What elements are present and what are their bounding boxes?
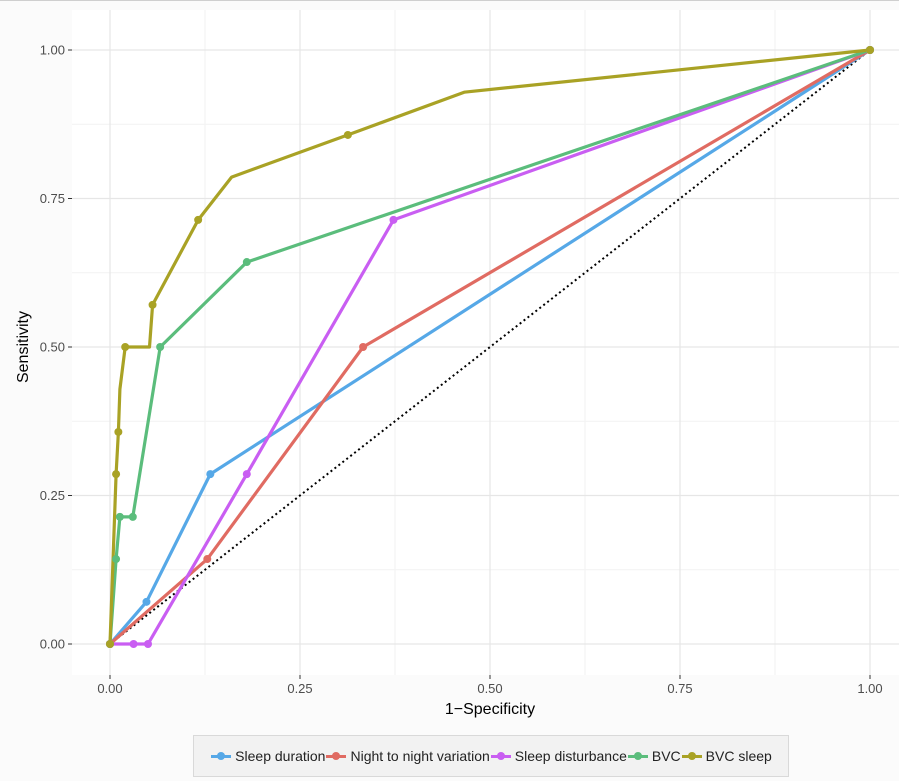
top-border	[0, 0, 899, 1]
data-point-bvc-sleep	[114, 427, 123, 436]
data-point-sleep-disturbance	[129, 640, 138, 648]
y-tick-labels: 0.00 0.25 0.50 0.75 1.00	[40, 43, 72, 652]
legend: Sleep duration Night to night variation Sl…	[193, 735, 789, 777]
x-axis-label: 1−Specificity	[445, 701, 535, 718]
reference-diagonal	[109, 49, 871, 645]
data-point-night-to-night-variation	[203, 555, 212, 564]
data-point-bvc	[156, 343, 165, 351]
data-point-sleep-disturbance	[242, 470, 251, 479]
data-point-sleep-disturbance	[389, 215, 398, 224]
grid	[72, 10, 899, 675]
legend-item-bvc-sleep: BVC sleep	[681, 748, 772, 764]
y-axis-label: Sensitivity	[15, 311, 32, 383]
y-tick-label: 1.00	[40, 43, 65, 58]
x-tick-labels: 0.00 0.25 0.50 0.75 1.00	[97, 675, 883, 696]
data-point-sleep-disturbance	[144, 640, 152, 648]
x-tick-label: 0.50	[477, 681, 502, 696]
data-point-bvc-sleep	[148, 300, 157, 309]
legend-key	[627, 749, 649, 763]
legend-key	[325, 749, 347, 763]
legend-label: Sleep disturbance	[514, 748, 627, 764]
reference-line	[109, 49, 871, 645]
data-point-bvc	[112, 555, 121, 564]
data-point-bvc-sleep	[866, 46, 874, 54]
legend-label: BVC	[651, 748, 681, 764]
legend-label: Night to night variation	[350, 748, 490, 764]
x-tick-label: 0.25	[287, 681, 312, 696]
data-point-bvc-sleep	[343, 130, 352, 139]
x-tick-label: 0.75	[667, 681, 692, 696]
legend-label: Sleep duration	[235, 748, 326, 764]
legend-item-bvc: BVC	[627, 748, 681, 764]
series-line-bvc-sleep	[108, 48, 871, 645]
y-tick-label: 0.50	[40, 340, 65, 355]
y-tick-label: 0.75	[40, 191, 65, 206]
data-point-bvc	[128, 512, 137, 521]
legend-key	[490, 749, 512, 763]
data-point-bvc	[242, 258, 251, 267]
data-point-sleep-duration	[206, 470, 215, 479]
x-tick-label: 1.00	[857, 681, 882, 696]
legend-item-sleep-disturbance: Sleep disturbance	[490, 748, 627, 764]
legend-key	[210, 749, 232, 763]
legend-label: BVC sleep	[705, 748, 772, 764]
y-tick-label: 0.00	[40, 637, 65, 652]
legend-item-night-to-night-variation: Night to night variation	[325, 748, 490, 764]
series-line-sleep-duration	[108, 48, 871, 646]
data-point-bvc	[115, 512, 124, 521]
data-point-sleep-duration	[142, 597, 151, 606]
data-point-bvc-sleep	[121, 343, 130, 351]
series-line-night-to-night-variation	[108, 48, 871, 646]
x-tick-label: 0.00	[97, 681, 122, 696]
legend-item-sleep-duration: Sleep duration	[210, 748, 325, 764]
series-points	[106, 46, 874, 648]
y-tick-label: 0.25	[40, 488, 65, 503]
data-point-night-to-night-variation	[359, 343, 368, 351]
data-point-bvc-sleep	[106, 640, 114, 648]
data-point-bvc-sleep	[112, 470, 121, 479]
data-point-bvc-sleep	[194, 215, 203, 224]
legend-key	[681, 749, 703, 763]
